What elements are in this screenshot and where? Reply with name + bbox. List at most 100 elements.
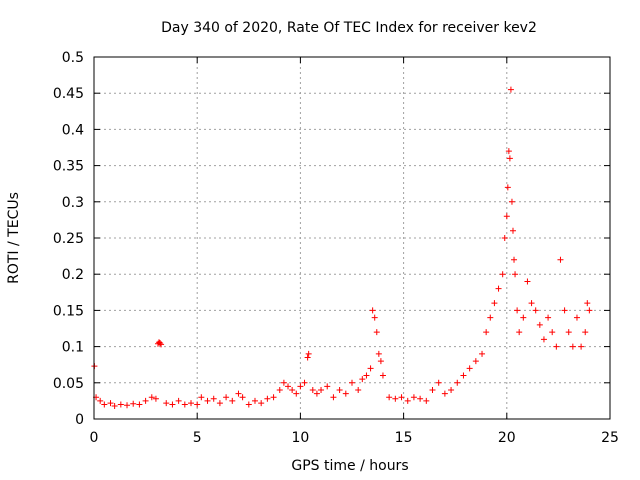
data-point: [508, 198, 515, 205]
data-point: [398, 394, 405, 401]
data-point: [204, 397, 211, 404]
y-tick-label: 0.5: [62, 50, 84, 66]
data-point: [289, 387, 296, 394]
data-point: [304, 354, 311, 361]
y-tick-label: 0.1: [62, 340, 84, 356]
data-point: [506, 155, 513, 162]
data-point: [169, 401, 176, 408]
data-point: [536, 321, 543, 328]
data-point: [245, 401, 252, 408]
data-point: [270, 394, 277, 401]
data-point: [540, 336, 547, 343]
data-point: [371, 314, 378, 321]
y-tick-label: 0.35: [53, 159, 84, 175]
data-point: [111, 402, 118, 409]
x-tick-label: 15: [395, 430, 413, 446]
data-point: [158, 341, 165, 348]
data-point: [512, 271, 519, 278]
data-point: [565, 329, 572, 336]
data-point: [516, 329, 523, 336]
data-point: [460, 372, 467, 379]
data-point: [505, 148, 512, 155]
data-point: [367, 365, 374, 372]
data-point: [532, 307, 539, 314]
data-point: [293, 390, 300, 397]
data-point: [448, 387, 455, 394]
data-point: [157, 339, 164, 346]
y-tick-label: 0.4: [62, 122, 84, 138]
data-point: [117, 401, 124, 408]
data-point: [330, 394, 337, 401]
data-point: [504, 184, 511, 191]
data-point: [454, 379, 461, 386]
data-point: [586, 307, 593, 314]
data-point: [124, 402, 131, 409]
data-point: [429, 387, 436, 394]
data-point: [309, 387, 316, 394]
data-point: [483, 329, 490, 336]
data-point: [101, 401, 108, 408]
x-axis-label: GPS time / hours: [291, 458, 408, 474]
data-point: [466, 365, 473, 372]
x-tick-label: 25: [601, 430, 619, 446]
x-tick-label: 0: [90, 430, 99, 446]
data-point: [363, 372, 370, 379]
data-point: [142, 397, 149, 404]
grid: [94, 57, 610, 419]
data-point: [514, 307, 521, 314]
data-point: [507, 86, 514, 93]
data-point: [239, 394, 246, 401]
data-point: [423, 397, 430, 404]
plot-frame: [93, 56, 611, 420]
data-point: [194, 401, 201, 408]
data-point: [520, 314, 527, 321]
data-point: [305, 350, 312, 357]
data-point: [553, 343, 560, 350]
data-point: [501, 235, 508, 241]
data-point: [301, 379, 308, 386]
data-point: [235, 390, 242, 397]
data-point: [148, 394, 155, 401]
y-tick-label: 0.15: [53, 303, 84, 319]
data-point: [561, 307, 568, 314]
y-tick-label: 0.05: [53, 376, 84, 392]
data-point: [297, 383, 304, 390]
data-point: [435, 379, 442, 386]
chart-title: Day 340 of 2020, Rate Of TEC Index for r…: [161, 20, 537, 36]
data-point: [373, 329, 380, 336]
data-point: [479, 350, 486, 357]
data-point: [377, 358, 384, 365]
data-point: [264, 395, 271, 402]
data-point: [417, 395, 424, 402]
data-point: [503, 213, 510, 220]
data-point: [276, 387, 283, 394]
data-point: [569, 343, 576, 350]
data-point: [97, 397, 104, 404]
x-tick-label: 5: [193, 430, 202, 446]
data-point: [313, 390, 320, 397]
data-point: [487, 314, 494, 321]
data-point: [375, 350, 382, 357]
data-point: [524, 278, 531, 285]
data-point: [511, 256, 518, 263]
y-tick-label: 0.25: [53, 231, 84, 247]
data-point: [441, 390, 448, 397]
data-point: [152, 395, 159, 402]
data-point: [549, 329, 556, 336]
data-point: [216, 400, 223, 407]
data-point: [557, 256, 564, 263]
data-point: [410, 394, 417, 401]
data-point: [578, 343, 585, 350]
data-point: [349, 379, 355, 386]
data-point: [107, 400, 114, 407]
data-point: [342, 390, 349, 397]
data-point: [472, 358, 479, 365]
y-tick-label: 0.2: [62, 267, 84, 283]
data-point: [509, 227, 516, 234]
data-point: [285, 383, 292, 390]
y-tick-label: 0.45: [53, 86, 84, 102]
data-point: [223, 394, 230, 401]
data-point: [324, 383, 331, 390]
data-point: [136, 401, 143, 408]
data-point: [359, 376, 366, 383]
